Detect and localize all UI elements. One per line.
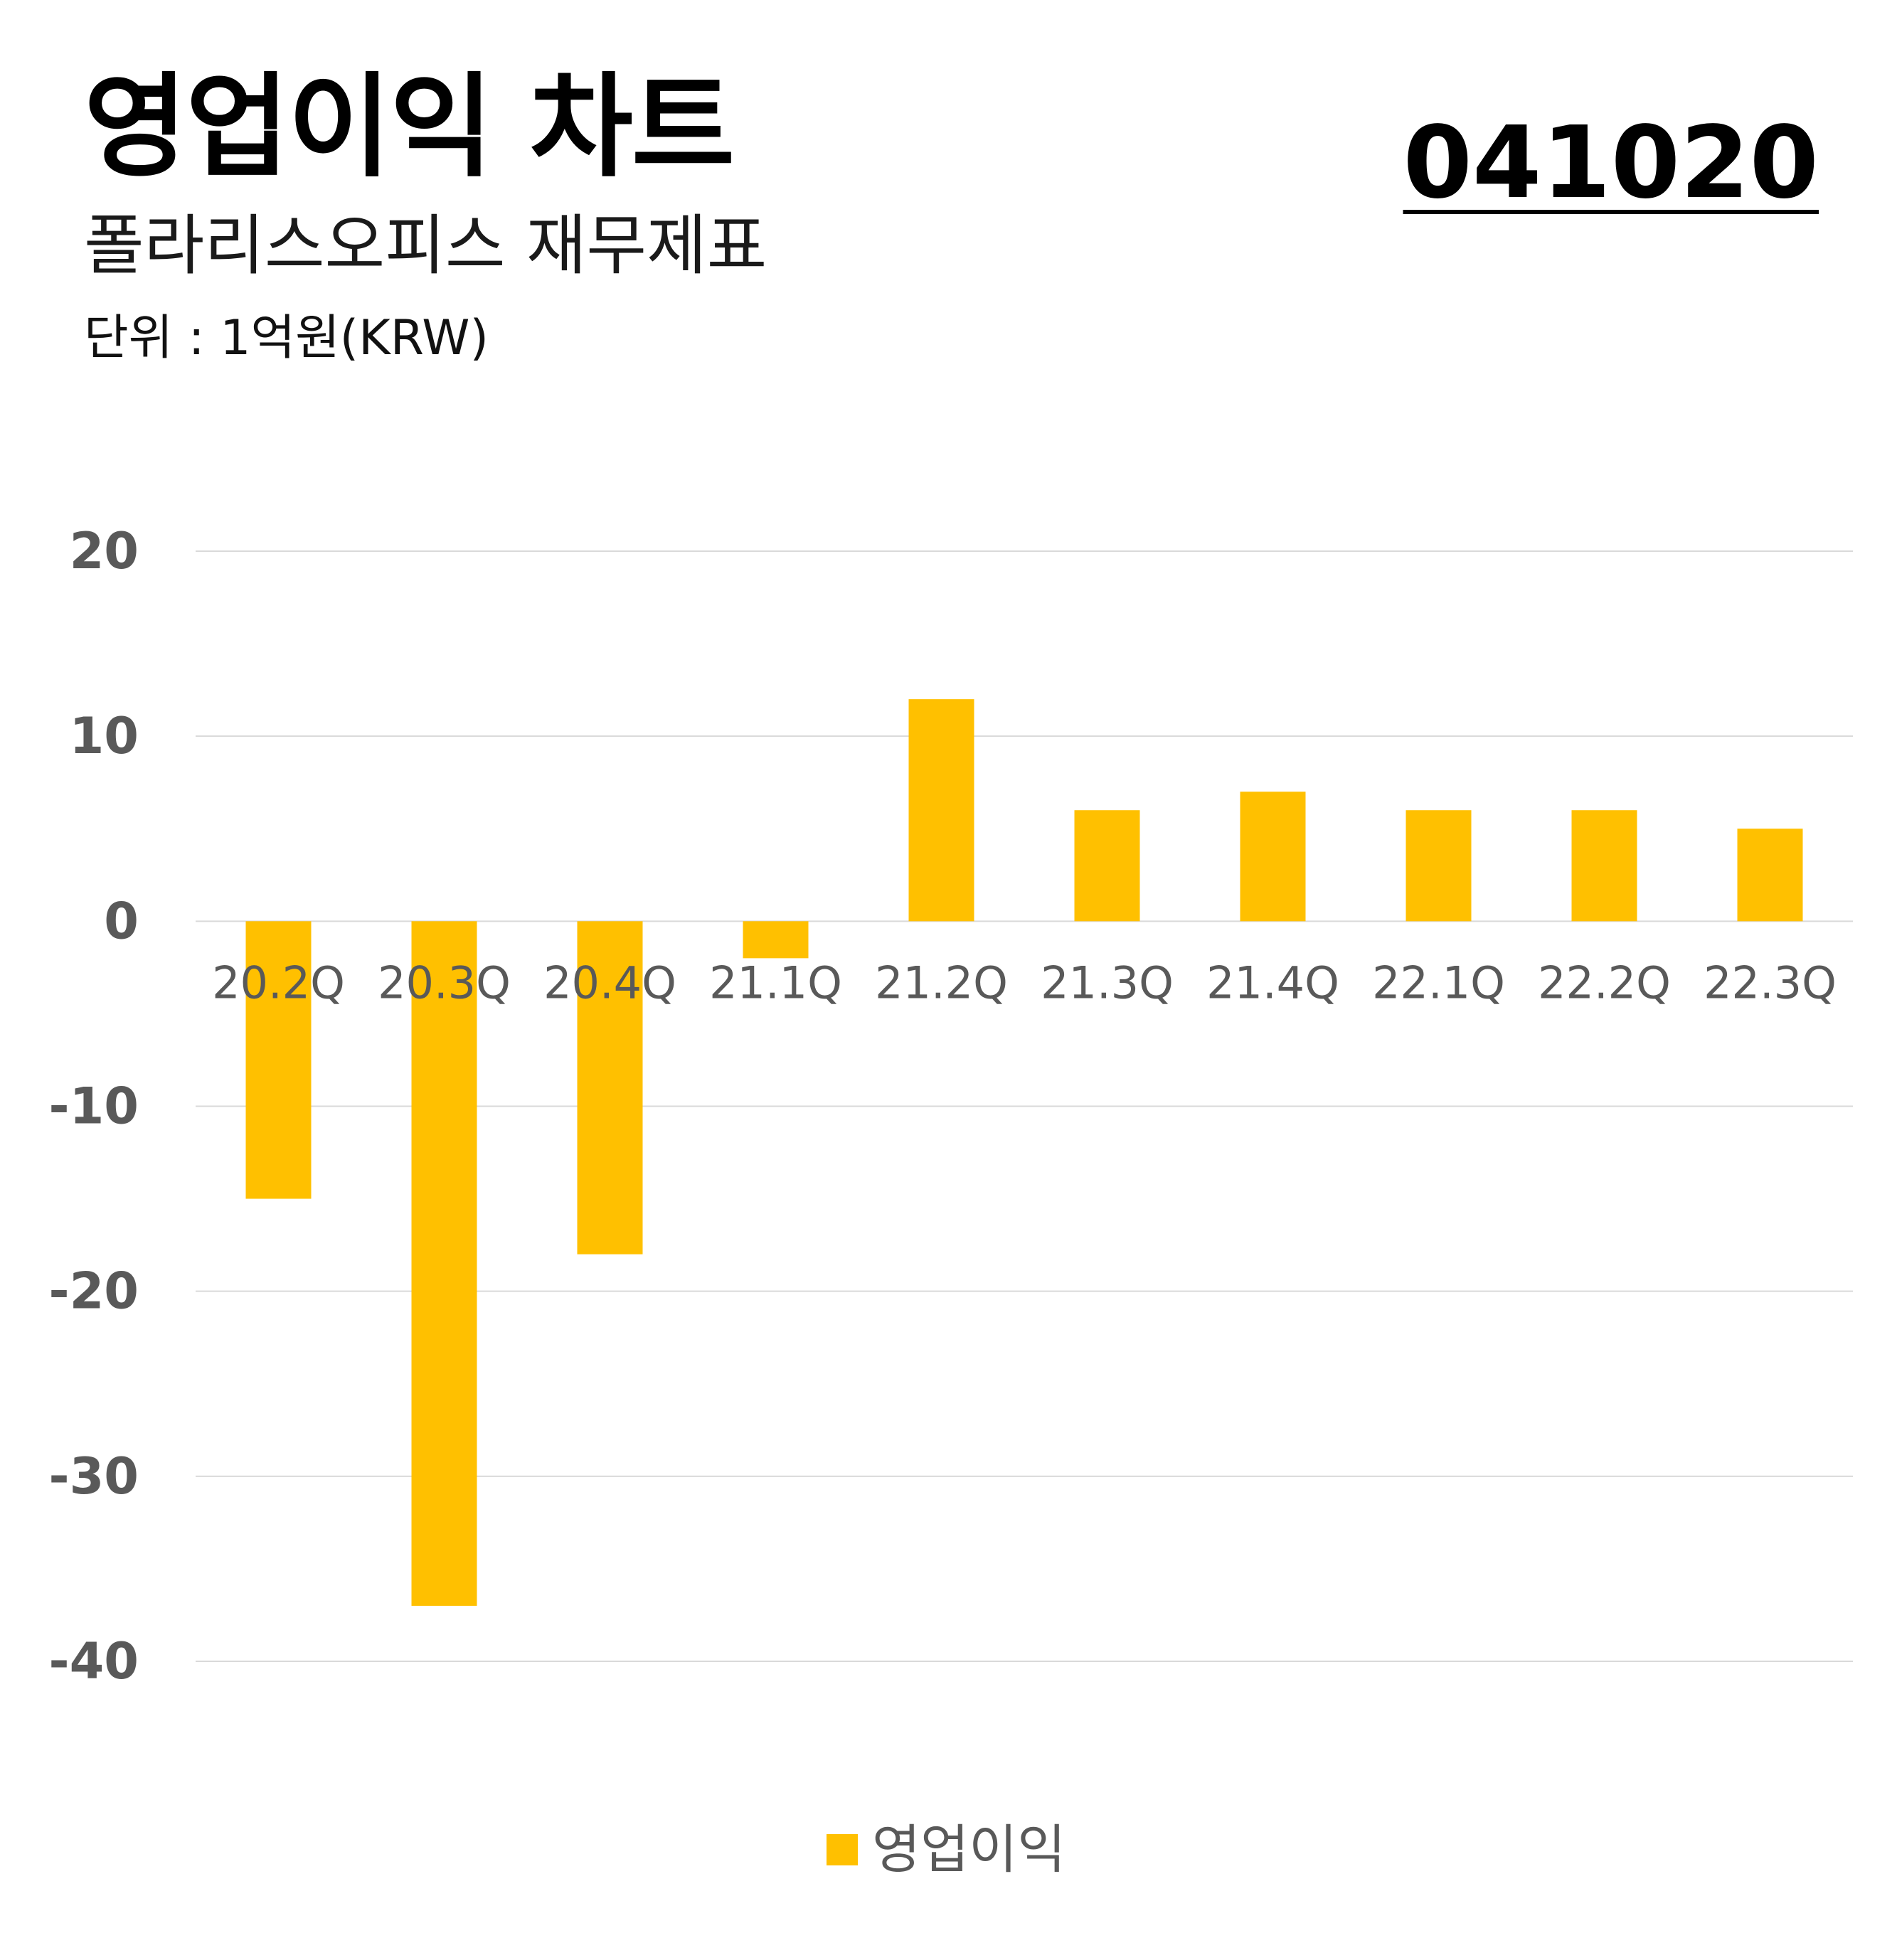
bar [1571, 810, 1637, 922]
y-tick-label: -30 [49, 1447, 139, 1506]
stock-code: 041020 [1403, 105, 1819, 221]
x-tick-label: 21.1Q [709, 957, 842, 1008]
unit-label: 단위 : 1억원(KRW) [84, 310, 489, 366]
x-tick-label: 21.2Q [875, 957, 1008, 1008]
x-tick-label: 22.2Q [1538, 957, 1671, 1008]
x-tick-label: 22.3Q [1704, 957, 1837, 1008]
y-tick-label: -40 [49, 1632, 139, 1690]
bar [1074, 810, 1140, 922]
y-tick-label: 10 [70, 707, 139, 765]
y-tick-label: -20 [49, 1262, 139, 1321]
bar [577, 921, 643, 1255]
chart-title: 영업이익 차트 [84, 62, 735, 193]
bar [1240, 792, 1306, 922]
y-tick-label: -10 [49, 1077, 139, 1136]
x-tick-label: 21.3Q [1041, 957, 1174, 1008]
bar [1737, 829, 1803, 922]
y-tick-label: 0 [104, 892, 139, 950]
chart-subtitle: 폴라리스오피스 재무제표 [84, 208, 767, 284]
legend-swatch [827, 1834, 858, 1865]
bar [411, 921, 477, 1606]
y-tick-label: 20 [70, 522, 139, 580]
x-tick-label: 20.2Q [212, 957, 345, 1008]
bar [908, 699, 974, 922]
x-tick-label: 20.4Q [543, 957, 676, 1008]
x-tick-label: 22.1Q [1372, 957, 1505, 1008]
legend: 영업이익 [827, 1818, 1066, 1882]
x-tick-label: 20.3Q [378, 957, 511, 1008]
x-tick-label: 21.4Q [1206, 957, 1339, 1008]
bar [1406, 810, 1472, 922]
legend-label: 영업이익 [872, 1819, 1066, 1880]
bar [743, 921, 809, 959]
bar [245, 921, 312, 1199]
